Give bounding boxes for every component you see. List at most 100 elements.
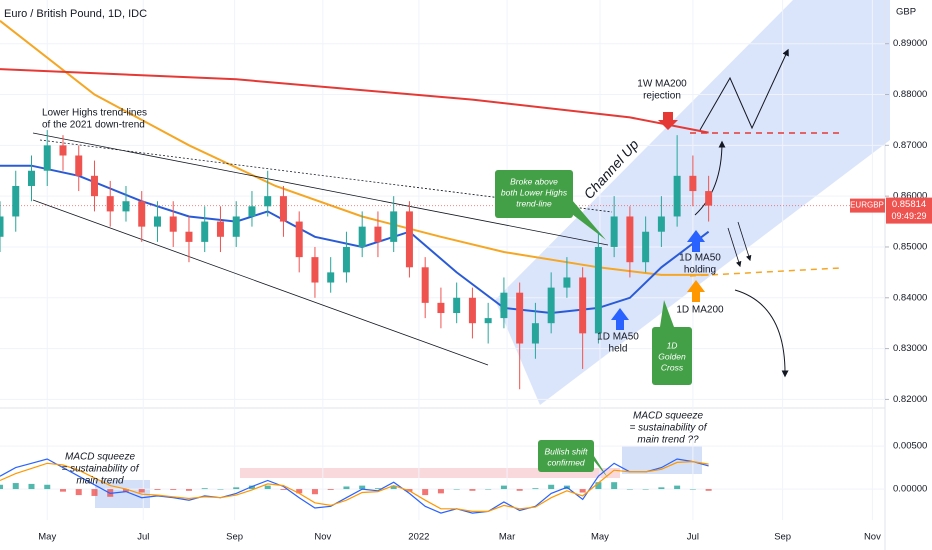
- macd-histogram: [390, 485, 397, 490]
- arrow: [687, 230, 705, 252]
- candle-body: [468, 297, 476, 324]
- candle-body: [705, 191, 713, 206]
- macd-histogram: [91, 489, 98, 496]
- annotation: 1D: [667, 340, 678, 350]
- trend-line: [32, 132, 609, 246]
- x-tick-label: Sep: [226, 532, 243, 543]
- annotation: = sustainability of: [62, 464, 140, 475]
- candle-body: [390, 211, 398, 242]
- x-tick-label: May: [38, 532, 56, 543]
- annotation: Lower Highs trend-lines: [42, 108, 147, 119]
- candle-body: [610, 216, 618, 247]
- x-tick-label: Nov: [864, 532, 881, 543]
- candle-body: [27, 170, 35, 186]
- candle-body: [594, 246, 602, 334]
- callout: [495, 170, 573, 218]
- macd-histogram: [44, 484, 51, 490]
- annotation: MACD squeeze: [65, 452, 135, 463]
- y-tick-label: 0.83000: [893, 343, 927, 354]
- annotation: of the 2021 down-trend: [42, 120, 145, 131]
- trend-line: [32, 199, 489, 366]
- macd-histogram: [611, 482, 618, 490]
- candle-body: [500, 292, 508, 319]
- macd-histogram: [532, 488, 539, 490]
- candle-body: [185, 231, 193, 242]
- candle-body: [153, 216, 161, 227]
- annotation: 1W MA200: [637, 79, 687, 90]
- annotation: Cross: [661, 362, 684, 372]
- macd-histogram: [170, 489, 177, 490]
- x-tick-label: May: [591, 532, 609, 543]
- price-tag-value: 0.85814: [892, 199, 926, 210]
- candle-body: [531, 323, 539, 344]
- macd-histogram: [233, 487, 240, 490]
- macd-histogram: [75, 489, 82, 496]
- x-tick-label: Sep: [774, 532, 791, 543]
- candle-body: [453, 297, 461, 314]
- x-tick-label: Jul: [687, 532, 699, 543]
- candle-body: [421, 267, 429, 303]
- currency: GBP: [896, 7, 916, 18]
- candle-body: [516, 292, 524, 344]
- arrow: [611, 308, 629, 330]
- candle-body: [547, 287, 555, 324]
- candle-body: [484, 318, 492, 324]
- annotation: trend-line: [516, 198, 552, 208]
- y-tick-label: 0.00000: [893, 484, 927, 495]
- price-tag: [886, 197, 932, 224]
- macd-histogram: [359, 485, 366, 490]
- candle-body: [169, 216, 177, 232]
- y-tick-label: 0.89000: [893, 38, 927, 49]
- price-tag: [850, 198, 885, 213]
- candle-body: [216, 221, 224, 237]
- candle-body: [232, 216, 240, 237]
- annotation: Broke above: [510, 176, 558, 186]
- macd-box: [622, 446, 702, 474]
- macd-histogram: [327, 489, 334, 490]
- candle-body: [248, 206, 256, 217]
- arrow: [687, 280, 705, 302]
- macd-histogram: [595, 482, 602, 490]
- macd-histogram: [642, 489, 649, 490]
- candle-body: [642, 231, 650, 263]
- price-tag-symbol: EURGBP: [850, 201, 884, 210]
- price-tag-time: 09:49:29: [891, 211, 926, 221]
- y-tick-label: 0.82000: [893, 394, 927, 405]
- annotation: held: [609, 344, 628, 355]
- y-tick-label: 0.86000: [893, 191, 927, 202]
- macd-signal: [0, 460, 709, 512]
- macd-histogram: [201, 488, 208, 490]
- annotation: holding: [684, 265, 716, 276]
- macd-histogram: [59, 489, 66, 492]
- y-tick-label: 0.87000: [893, 140, 927, 151]
- projection-path: [699, 48, 789, 131]
- macd-histogram: [626, 489, 633, 490]
- macd-histogram: [28, 483, 35, 490]
- callout: [652, 327, 692, 385]
- macd-histogram: [217, 489, 224, 490]
- y-tick-label: 0.88000: [893, 89, 927, 100]
- macd-histogram: [579, 489, 586, 493]
- macd-histogram: [485, 489, 492, 490]
- x-tick-label: Nov: [314, 532, 331, 543]
- candle-body: [0, 216, 4, 237]
- macd-histogram: [296, 489, 303, 494]
- macd-macd: [0, 458, 709, 514]
- candle-body: [59, 145, 67, 156]
- moving-average: [0, 68, 709, 134]
- candle-body: [75, 155, 83, 176]
- macd-histogram: [138, 489, 145, 493]
- annotation: Golden: [658, 351, 686, 361]
- macd-histogram: [705, 489, 712, 491]
- projection: [689, 267, 841, 277]
- macd-histogram: [264, 485, 271, 490]
- candle-body: [295, 221, 303, 258]
- macd-histogram: [453, 489, 460, 490]
- macd-histogram: [500, 485, 507, 490]
- y-tick-label: 0.00500: [893, 441, 927, 452]
- macd-histogram: [0, 484, 3, 490]
- macd-histogram: [154, 489, 161, 490]
- candle-body: [405, 211, 413, 268]
- annotation: Bullish shift: [545, 446, 589, 456]
